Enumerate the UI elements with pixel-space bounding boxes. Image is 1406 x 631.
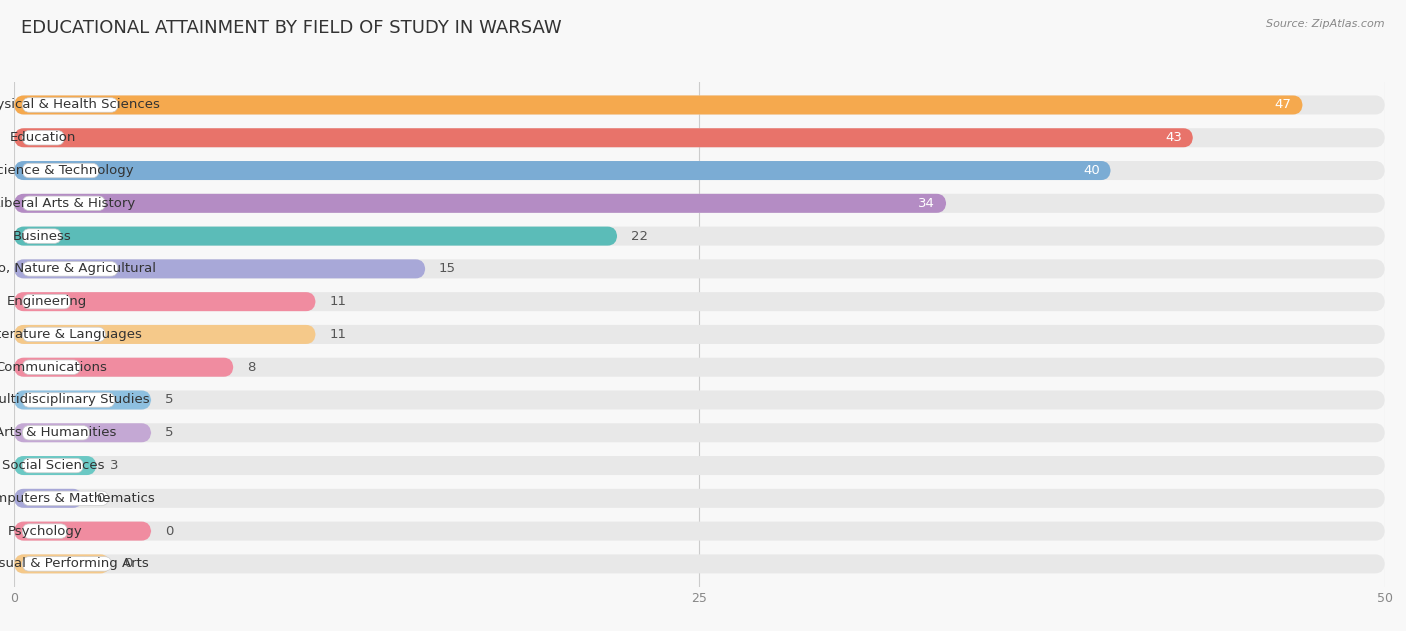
Text: 8: 8: [247, 361, 256, 374]
Text: 40: 40: [1083, 164, 1099, 177]
Text: Psychology: Psychology: [7, 524, 83, 538]
FancyBboxPatch shape: [14, 259, 425, 278]
Text: Source: ZipAtlas.com: Source: ZipAtlas.com: [1267, 19, 1385, 29]
FancyBboxPatch shape: [14, 227, 617, 245]
Text: Visual & Performing Arts: Visual & Performing Arts: [0, 557, 149, 570]
Text: Engineering: Engineering: [7, 295, 87, 308]
Text: Bio, Nature & Agricultural: Bio, Nature & Agricultural: [0, 262, 156, 275]
FancyBboxPatch shape: [22, 196, 105, 211]
FancyBboxPatch shape: [14, 423, 152, 442]
FancyBboxPatch shape: [22, 524, 67, 538]
FancyBboxPatch shape: [14, 522, 152, 541]
FancyBboxPatch shape: [14, 489, 1385, 508]
FancyBboxPatch shape: [14, 489, 83, 508]
Text: Education: Education: [10, 131, 76, 144]
FancyBboxPatch shape: [14, 95, 1303, 114]
FancyBboxPatch shape: [14, 358, 1385, 377]
FancyBboxPatch shape: [22, 98, 118, 112]
FancyBboxPatch shape: [22, 425, 90, 440]
Text: 11: 11: [329, 295, 346, 308]
FancyBboxPatch shape: [14, 522, 1385, 541]
Text: 0: 0: [96, 492, 104, 505]
FancyBboxPatch shape: [14, 456, 96, 475]
Text: 3: 3: [110, 459, 118, 472]
Text: Social Sciences: Social Sciences: [1, 459, 104, 472]
Text: 34: 34: [918, 197, 935, 210]
Text: Communications: Communications: [0, 361, 107, 374]
FancyBboxPatch shape: [14, 95, 1385, 114]
FancyBboxPatch shape: [22, 557, 111, 571]
FancyBboxPatch shape: [14, 555, 110, 574]
FancyBboxPatch shape: [14, 194, 946, 213]
Text: Science & Technology: Science & Technology: [0, 164, 134, 177]
FancyBboxPatch shape: [22, 458, 83, 473]
FancyBboxPatch shape: [14, 391, 152, 410]
Text: EDUCATIONAL ATTAINMENT BY FIELD OF STUDY IN WARSAW: EDUCATIONAL ATTAINMENT BY FIELD OF STUDY…: [21, 19, 562, 37]
Text: Literature & Languages: Literature & Languages: [0, 328, 142, 341]
FancyBboxPatch shape: [22, 262, 118, 276]
FancyBboxPatch shape: [14, 423, 1385, 442]
FancyBboxPatch shape: [14, 292, 1385, 311]
Text: 15: 15: [439, 262, 456, 275]
FancyBboxPatch shape: [22, 392, 115, 407]
Text: Arts & Humanities: Arts & Humanities: [0, 427, 117, 439]
Text: Liberal Arts & History: Liberal Arts & History: [0, 197, 135, 210]
Text: 0: 0: [165, 524, 173, 538]
Text: 5: 5: [165, 394, 173, 406]
FancyBboxPatch shape: [22, 295, 70, 309]
FancyBboxPatch shape: [14, 391, 1385, 410]
FancyBboxPatch shape: [22, 327, 105, 341]
FancyBboxPatch shape: [14, 128, 1192, 147]
FancyBboxPatch shape: [22, 229, 62, 244]
Text: 0: 0: [124, 557, 132, 570]
Text: 22: 22: [631, 230, 648, 242]
Text: Multidisciplinary Studies: Multidisciplinary Studies: [0, 394, 150, 406]
FancyBboxPatch shape: [14, 128, 1385, 147]
FancyBboxPatch shape: [14, 161, 1111, 180]
Text: Physical & Health Sciences: Physical & Health Sciences: [0, 98, 160, 112]
FancyBboxPatch shape: [22, 163, 98, 178]
FancyBboxPatch shape: [14, 358, 233, 377]
FancyBboxPatch shape: [14, 325, 1385, 344]
FancyBboxPatch shape: [14, 456, 1385, 475]
FancyBboxPatch shape: [14, 555, 1385, 574]
FancyBboxPatch shape: [22, 491, 108, 505]
FancyBboxPatch shape: [14, 325, 315, 344]
Text: 47: 47: [1275, 98, 1292, 112]
FancyBboxPatch shape: [14, 259, 1385, 278]
FancyBboxPatch shape: [22, 131, 65, 145]
FancyBboxPatch shape: [14, 292, 315, 311]
FancyBboxPatch shape: [22, 360, 80, 374]
Text: Computers & Mathematics: Computers & Mathematics: [0, 492, 155, 505]
Text: Business: Business: [13, 230, 72, 242]
FancyBboxPatch shape: [14, 227, 1385, 245]
Text: 43: 43: [1166, 131, 1182, 144]
Text: 11: 11: [329, 328, 346, 341]
Text: 5: 5: [165, 427, 173, 439]
FancyBboxPatch shape: [14, 194, 1385, 213]
FancyBboxPatch shape: [14, 161, 1385, 180]
